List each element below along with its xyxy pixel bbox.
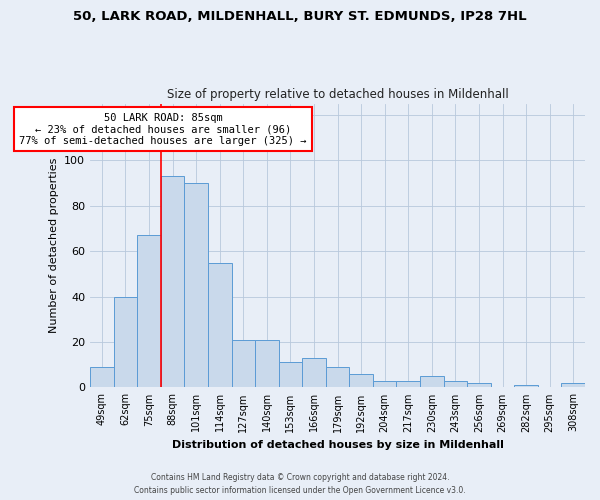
Bar [562, 383, 585, 388]
Bar [90, 367, 113, 388]
Text: 50 LARK ROAD: 85sqm
← 23% of detached houses are smaller (96)
77% of semi-detach: 50 LARK ROAD: 85sqm ← 23% of detached ho… [19, 112, 307, 146]
Bar [514, 385, 538, 388]
Bar [232, 340, 255, 388]
Bar [397, 380, 420, 388]
Bar [208, 262, 232, 388]
Bar [113, 296, 137, 388]
Bar [467, 383, 491, 388]
Bar [278, 362, 302, 388]
Bar [373, 380, 397, 388]
Bar [326, 367, 349, 388]
Bar [349, 374, 373, 388]
Bar [443, 380, 467, 388]
Bar [255, 340, 278, 388]
Bar [161, 176, 184, 388]
Bar [420, 376, 443, 388]
X-axis label: Distribution of detached houses by size in Mildenhall: Distribution of detached houses by size … [172, 440, 503, 450]
Bar [302, 358, 326, 388]
Bar [137, 236, 161, 388]
Title: Size of property relative to detached houses in Mildenhall: Size of property relative to detached ho… [167, 88, 508, 101]
Text: Contains HM Land Registry data © Crown copyright and database right 2024.
Contai: Contains HM Land Registry data © Crown c… [134, 474, 466, 495]
Y-axis label: Number of detached properties: Number of detached properties [49, 158, 59, 333]
Text: 50, LARK ROAD, MILDENHALL, BURY ST. EDMUNDS, IP28 7HL: 50, LARK ROAD, MILDENHALL, BURY ST. EDMU… [73, 10, 527, 23]
Bar [184, 183, 208, 388]
